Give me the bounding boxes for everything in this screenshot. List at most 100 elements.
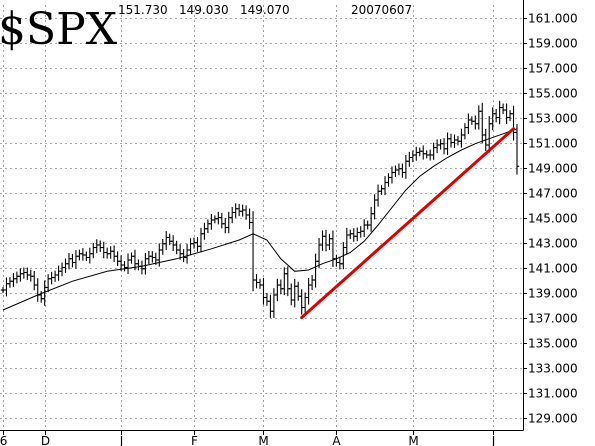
price-bar [212, 215, 218, 224]
price-bar [361, 219, 367, 238]
price-bar [32, 270, 37, 291]
x-tick-label: M [408, 434, 418, 446]
price-bar [181, 249, 186, 263]
price-bar [271, 288, 277, 319]
price-bar [403, 155, 409, 179]
price-bar [91, 243, 96, 259]
price-bar [466, 113, 471, 135]
price-bar [507, 110, 513, 122]
price-bar [278, 279, 284, 295]
price-bar [264, 292, 270, 306]
price-bar [63, 258, 68, 273]
price-bar [400, 163, 405, 178]
price-bar [150, 251, 155, 263]
price-bar [11, 273, 16, 287]
price-bar [118, 255, 124, 271]
price-bar [202, 222, 207, 240]
x-tick-label: J [119, 434, 124, 446]
y-axis-labels: 129.000 131.000 133.000 135.000 137.000 139.0… [528, 12, 578, 426]
x-tick-label: D [41, 434, 50, 446]
x-tick-label: J [491, 434, 496, 446]
price-bar [115, 251, 120, 267]
x-tick-label: 6 [0, 434, 7, 446]
price-bar [389, 166, 395, 184]
price-bar [66, 253, 72, 270]
price-bar [129, 252, 134, 264]
price-bar [188, 238, 193, 256]
trend-line [300, 127, 516, 319]
price-bar [18, 268, 23, 282]
price-bar [104, 247, 110, 259]
trend-line-segment [300, 127, 516, 319]
price-bar [125, 253, 131, 275]
header-date: 20070607 [351, 3, 412, 17]
price-bar [122, 261, 127, 272]
price-bar [243, 205, 249, 220]
price-bar [334, 254, 339, 267]
price-bar [4, 277, 9, 297]
price-bar [184, 243, 190, 264]
price-bar [198, 227, 204, 253]
price-bar [146, 250, 152, 265]
x-tick-label: M [258, 434, 268, 446]
price-bar [257, 278, 263, 289]
x-axis-labels: 6 D J F M A M J [0, 434, 495, 446]
price-bar [448, 133, 454, 148]
y-tick-label: 161.000 [528, 12, 578, 26]
price-bar [396, 163, 402, 176]
price-bar [45, 274, 51, 293]
price-bar [330, 230, 336, 267]
price-bar [511, 105, 516, 141]
header-high: 151.730 [118, 3, 168, 17]
price-bar [358, 226, 363, 238]
price-bar [164, 231, 169, 251]
y-tick-label: 139.000 [528, 287, 578, 301]
price-bar [410, 150, 416, 163]
price-bar [174, 240, 179, 255]
x-tick-label: F [191, 434, 198, 446]
symbol-title: $SPX [0, 4, 118, 55]
price-bar [94, 239, 99, 254]
price-bar [77, 249, 82, 261]
price-bar [441, 138, 447, 155]
price-bar [25, 267, 30, 280]
y-tick-label: 159.000 [528, 37, 578, 51]
price-bar [56, 265, 61, 281]
grid [0, 5, 523, 430]
y-tick-label: 129.000 [528, 412, 578, 426]
price-bar [101, 241, 106, 259]
price-bar [393, 165, 398, 178]
price-bar [431, 142, 436, 160]
header-low: 149.030 [179, 3, 229, 17]
price-bar [230, 206, 235, 224]
price-bar [497, 100, 502, 125]
header-close: 149.070 [240, 3, 290, 17]
y-tick-label: 157.000 [528, 62, 578, 76]
price-bar [98, 240, 103, 253]
price-bar [327, 233, 332, 250]
y-tick-label: 137.000 [528, 312, 578, 326]
price-bar [240, 204, 245, 217]
price-bar [351, 228, 356, 242]
price-bar [344, 227, 350, 255]
price-bar [299, 289, 304, 315]
price-bar [205, 219, 211, 234]
price-bar [421, 145, 426, 160]
price-bar [209, 213, 214, 230]
price-bar [268, 294, 273, 318]
price-bar [111, 245, 117, 263]
price-bar [313, 253, 318, 288]
price-bar [368, 206, 374, 232]
price-bar [160, 238, 165, 255]
x-tick-label: A [332, 434, 341, 446]
price-bar [296, 281, 301, 301]
price-bar [417, 147, 422, 157]
price-bar [219, 212, 224, 229]
price-bar [35, 278, 40, 302]
y-tick-label: 151.000 [528, 137, 578, 151]
price-bar [469, 116, 475, 125]
price-bar [407, 151, 412, 167]
price-bar [59, 262, 65, 277]
